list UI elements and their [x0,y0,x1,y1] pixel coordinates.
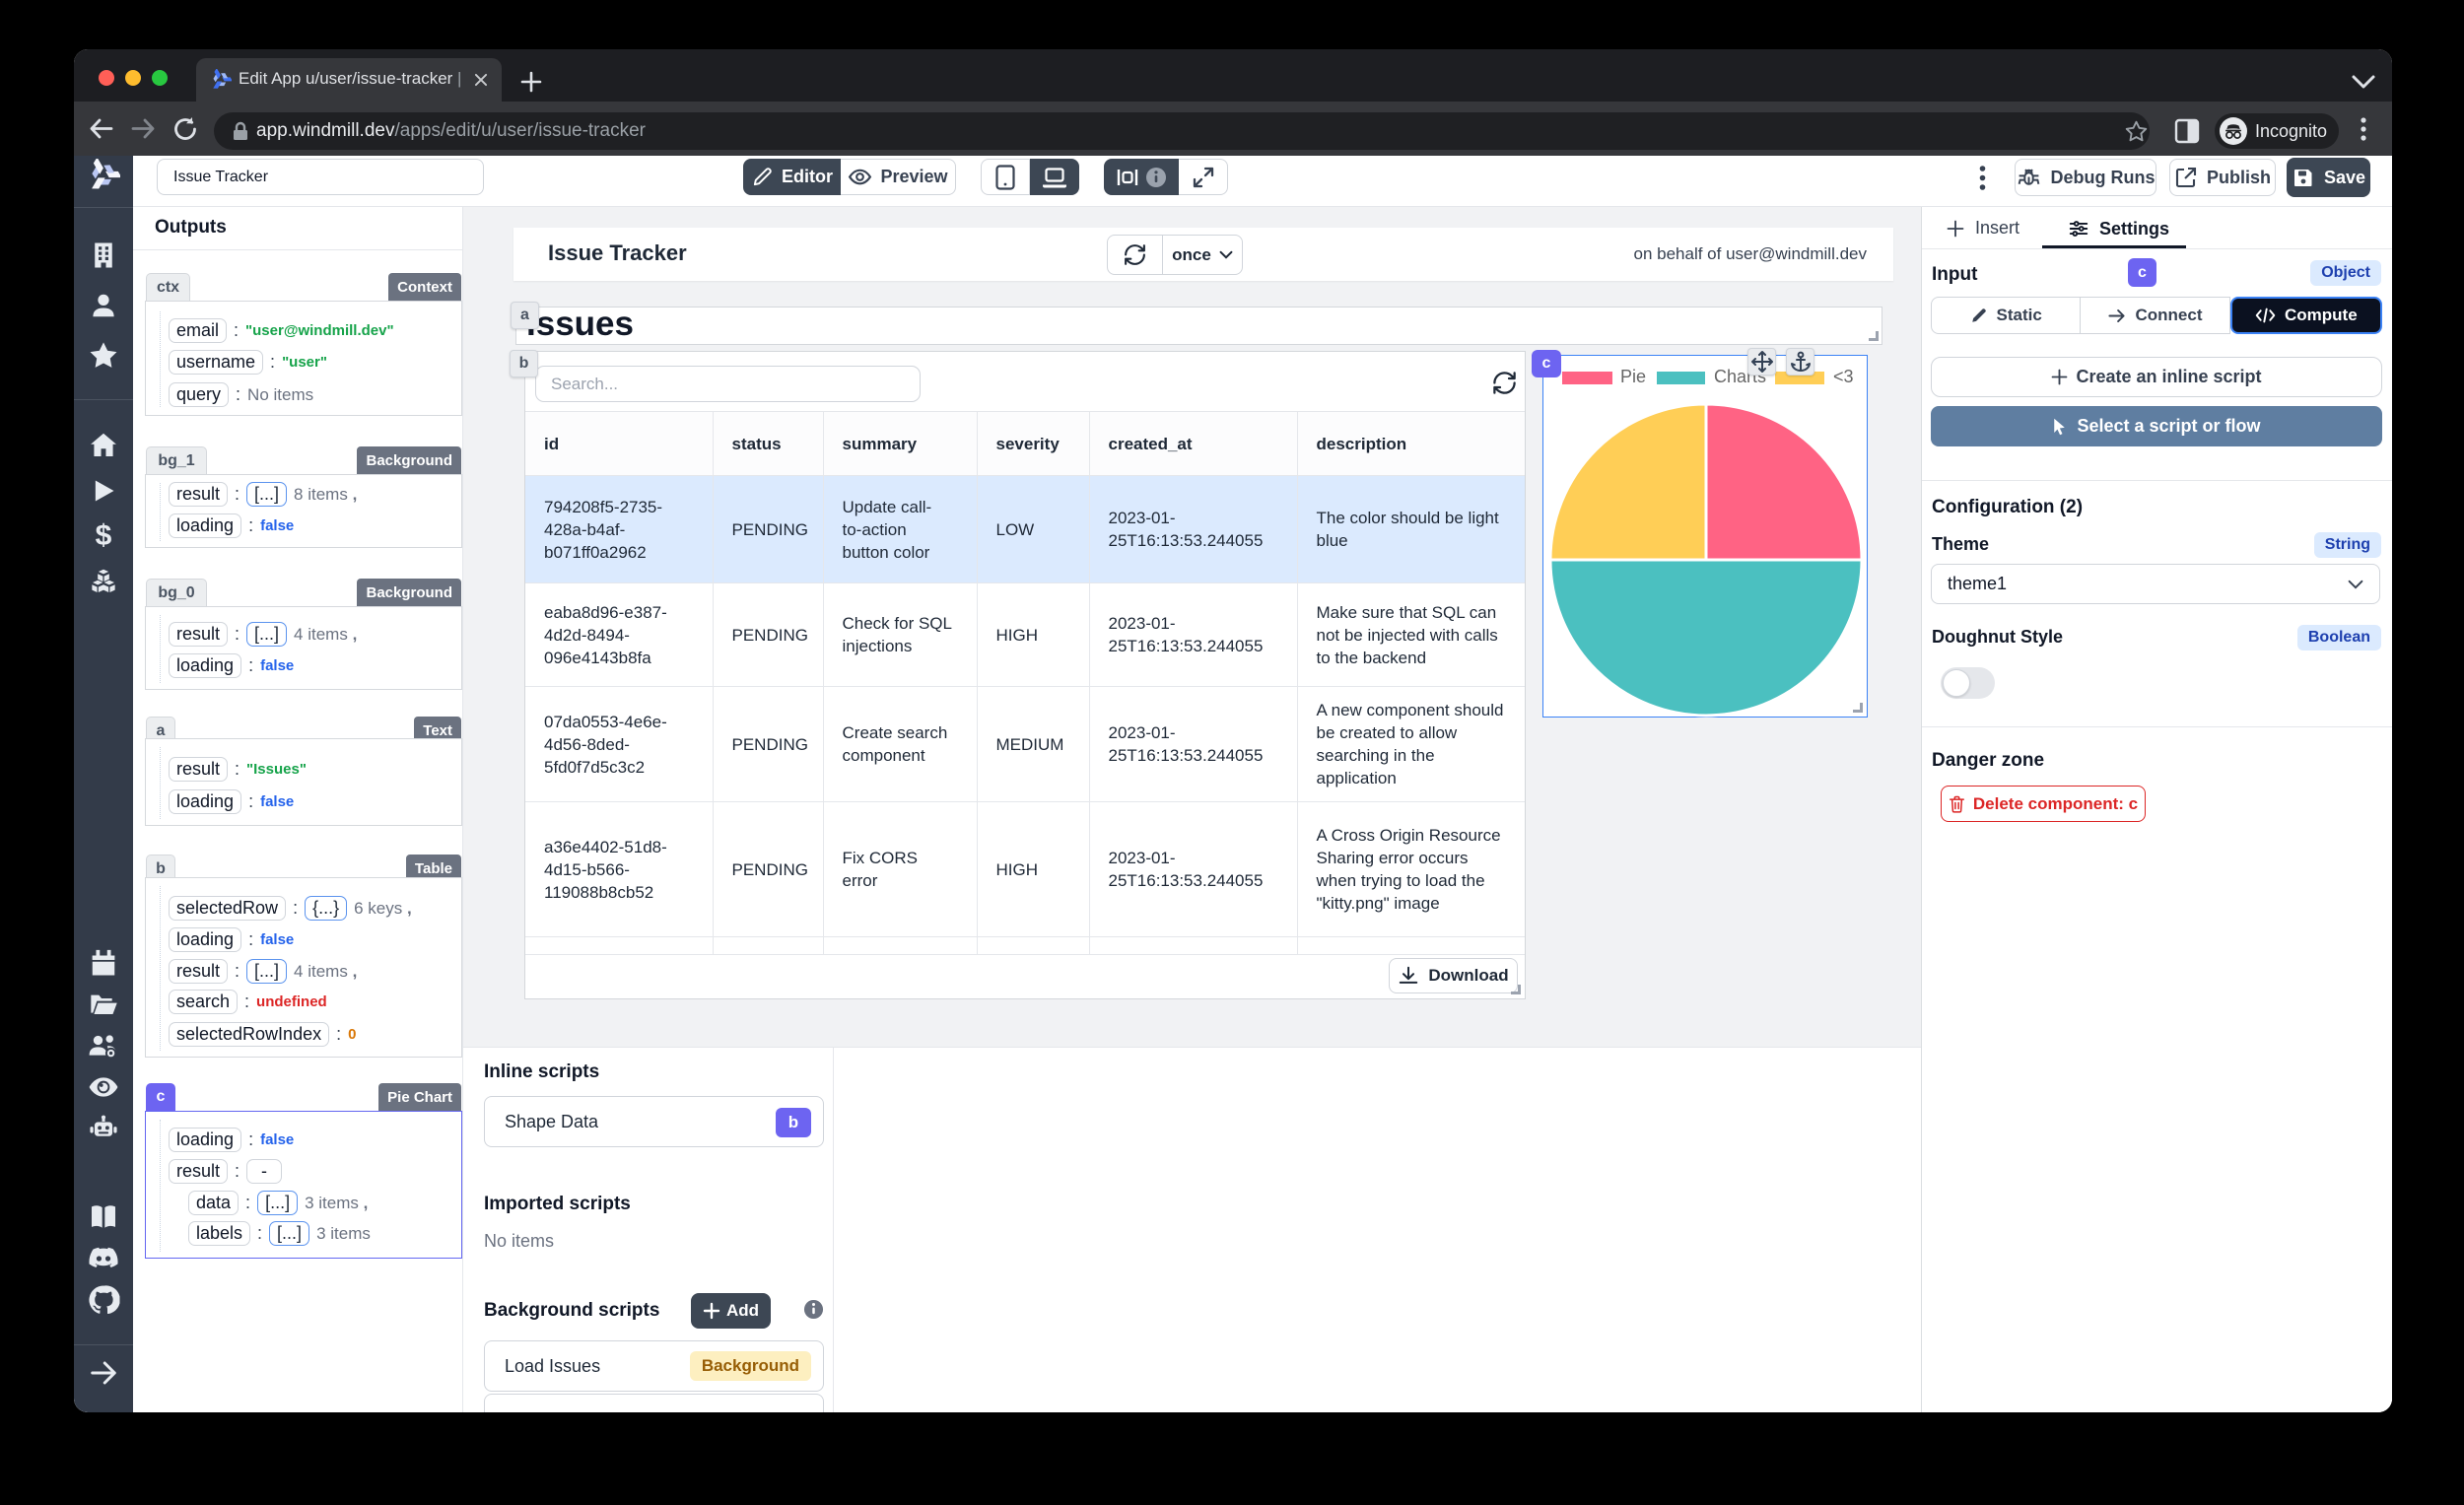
svg-text:$: $ [96,521,112,551]
